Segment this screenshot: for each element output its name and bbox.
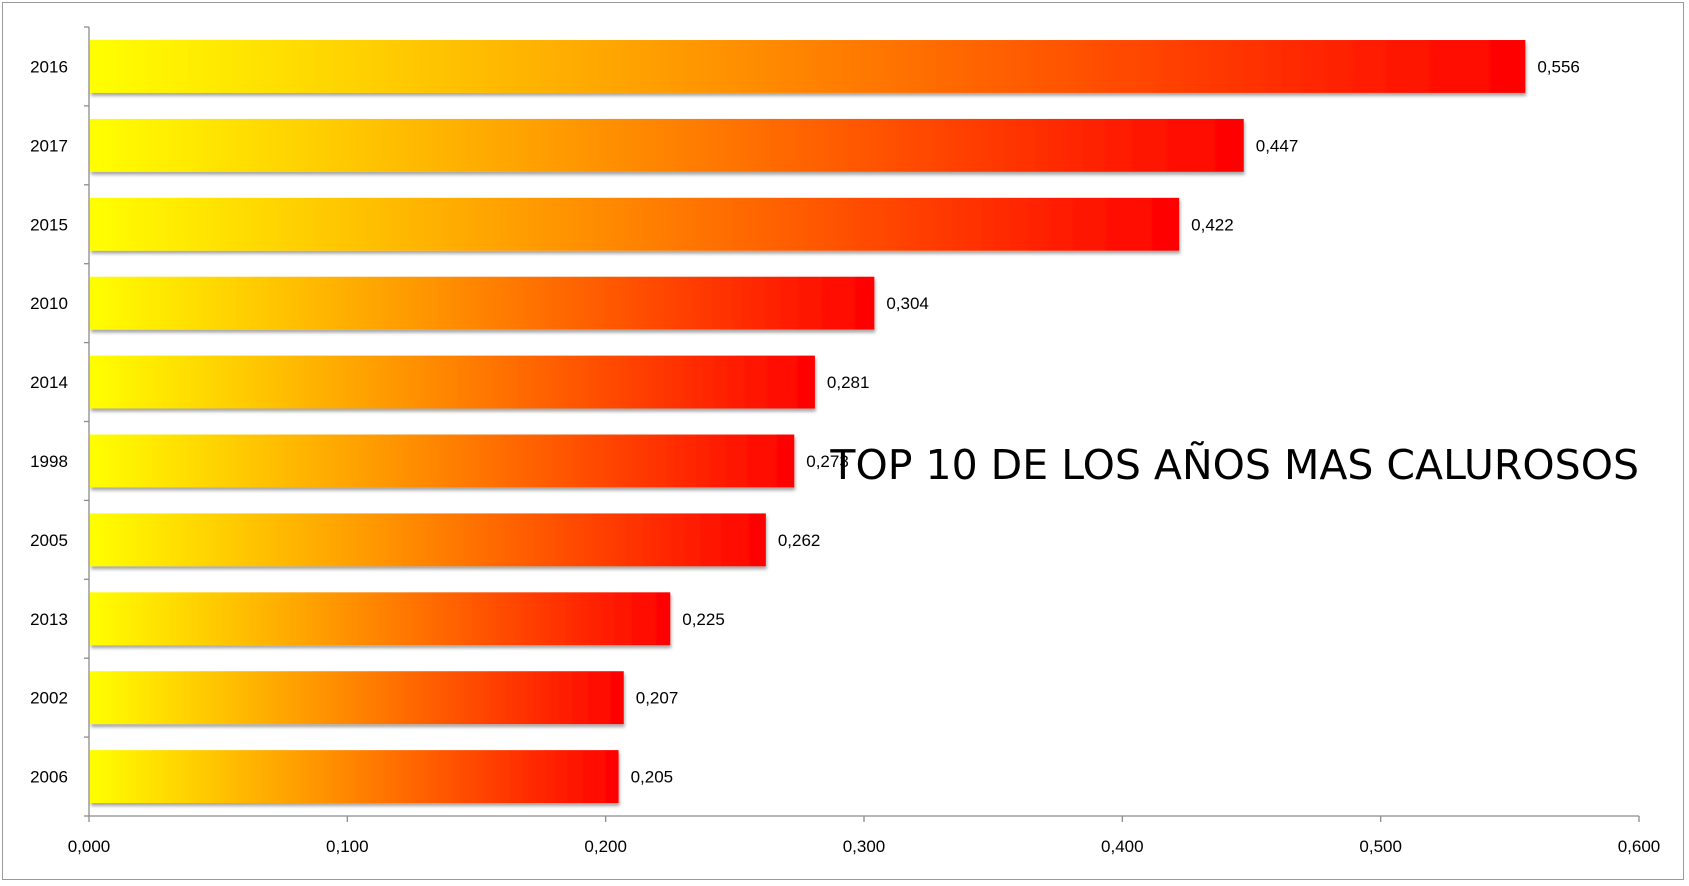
data-label-1998: 0,273: [806, 452, 849, 471]
x-tick-label: 0,200: [584, 837, 627, 856]
category-label-2015: 2015: [30, 215, 68, 234]
category-label-2013: 2013: [30, 610, 68, 629]
category-label-2010: 2010: [30, 294, 68, 313]
x-tick-label: 0,600: [1618, 837, 1661, 856]
x-tick-label: 0,400: [1101, 837, 1144, 856]
bar-2015: [90, 197, 1180, 251]
data-label-2017: 0,447: [1256, 136, 1299, 155]
category-label-2014: 2014: [30, 373, 68, 392]
data-label-2014: 0,281: [827, 373, 870, 392]
data-label-2016: 0,556: [1537, 57, 1580, 76]
data-label-2015: 0,422: [1191, 215, 1234, 234]
data-label-2006: 0,205: [631, 768, 674, 787]
data-label-2002: 0,207: [636, 689, 679, 708]
bar-2010: [90, 276, 875, 330]
category-label-2017: 2017: [30, 136, 68, 155]
x-tick-label: 0,300: [843, 837, 886, 856]
bar-1998: [90, 434, 795, 488]
category-label-2005: 2005: [30, 531, 68, 550]
category-label-2006: 2006: [30, 768, 68, 787]
bar-2014: [90, 355, 815, 409]
bar-2005: [90, 513, 766, 567]
x-tick-label: 0,000: [68, 837, 111, 856]
data-label-2013: 0,225: [682, 610, 725, 629]
bar-2016: [90, 40, 1526, 93]
bar-chart: 0,556 2016 0,447 2017 0,422 2015 0,304 2010 0,28…: [30, 26, 1660, 856]
bars: [90, 40, 1526, 803]
data-label-2010: 0,304: [886, 294, 929, 313]
bar-2017: [90, 118, 1244, 172]
bar-2006: [90, 750, 619, 803]
bar-2002: [90, 671, 624, 725]
bar-2013: [90, 592, 671, 646]
x-tick-label: 0,500: [1359, 837, 1402, 856]
category-label-1998: 1998: [30, 452, 68, 471]
chart-title: TOP 10 DE LOS AÑOS MAS CALUROSOS: [829, 441, 1639, 489]
axes: [84, 26, 1640, 822]
category-label-2016: 2016: [30, 57, 68, 76]
x-tick-label: 0,100: [326, 837, 369, 856]
labels: 0,556 2016 0,447 2017 0,422 2015 0,304 2010 0,28…: [30, 57, 1660, 856]
data-label-2005: 0,262: [778, 531, 821, 550]
category-label-2002: 2002: [30, 689, 68, 708]
